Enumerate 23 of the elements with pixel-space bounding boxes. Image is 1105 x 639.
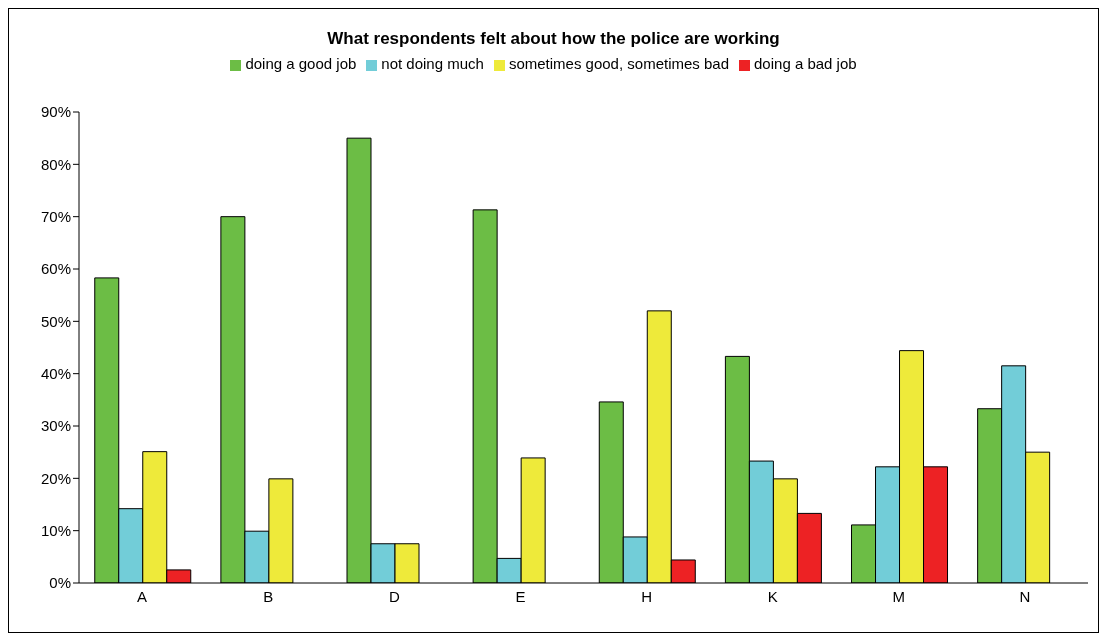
y-tick-label: 50% xyxy=(40,312,71,330)
chart-title: What respondents felt about how the police are working xyxy=(326,29,781,49)
y-tick-label: 20% xyxy=(40,469,71,487)
x-tick-label: D xyxy=(388,587,400,605)
legend-label: sometimes good, sometimes bad xyxy=(508,55,730,72)
legend-label: doing a good job xyxy=(245,55,357,72)
y-tick-label: 30% xyxy=(40,417,71,435)
legend-label: not doing much xyxy=(381,55,484,72)
y-tick-label: 10% xyxy=(40,521,71,539)
y-tick-label: 60% xyxy=(40,260,71,278)
y-tick-label: 0% xyxy=(49,574,71,592)
y-tick-label: 40% xyxy=(40,364,71,382)
x-tick-label: M xyxy=(892,587,906,605)
y-tick-label: 80% xyxy=(40,155,71,173)
x-tick-label: A xyxy=(137,587,148,605)
y-tick-label: 70% xyxy=(40,207,71,225)
legend-label: doing a bad job xyxy=(754,55,857,72)
x-tick-label: H xyxy=(641,587,652,605)
x-tick-label: N xyxy=(1019,587,1031,605)
x-tick-label: B xyxy=(263,587,274,605)
x-tick-label: K xyxy=(767,587,778,605)
x-tick-label: E xyxy=(515,587,526,605)
y-tick-label: 90% xyxy=(40,103,71,121)
